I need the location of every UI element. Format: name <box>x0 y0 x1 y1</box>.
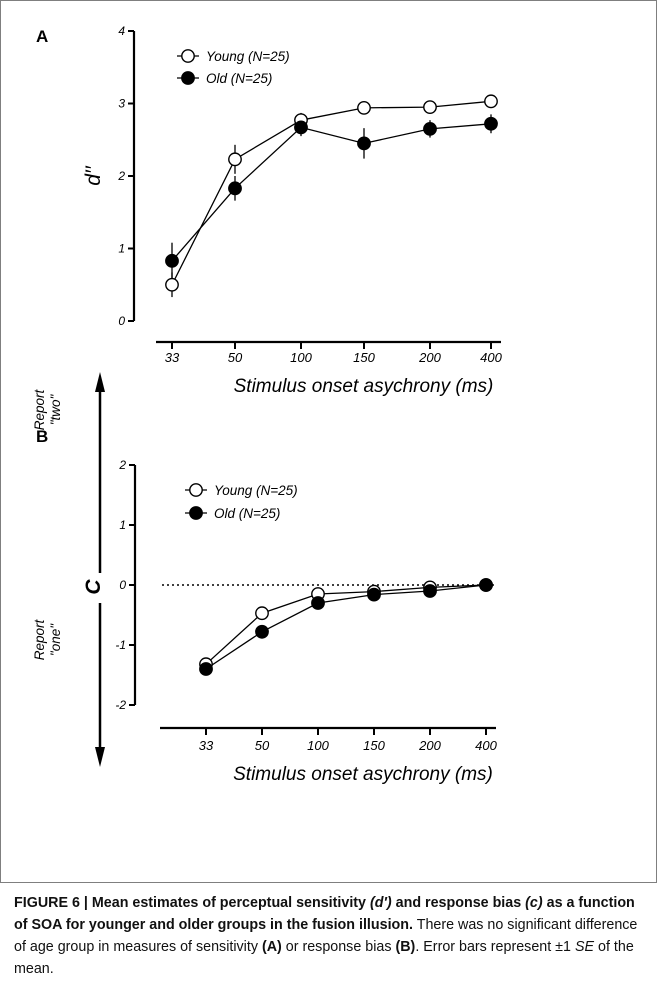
x-tick-label: 33 <box>165 350 180 365</box>
caption-divider <box>0 882 657 883</box>
y-tick-label: 0 <box>119 578 126 592</box>
caption-title-part-3: as a function of SOA for younger and old… <box>14 895 635 933</box>
panel-label: B <box>36 427 48 446</box>
series-line-young <box>205 584 487 665</box>
annotation-up-choice: "two" <box>48 393 63 425</box>
y-tick-label: -2 <box>115 698 126 712</box>
x-tick-label: 400 <box>475 738 497 753</box>
x-tick-label: 150 <box>353 350 375 365</box>
y-axis-label: d′′ <box>82 165 105 186</box>
data-point-old <box>479 578 493 592</box>
annotation-up-report: Report <box>32 388 47 430</box>
caption-title-part-1: FIGURE 6 | Mean estimates of perceptual … <box>14 895 370 911</box>
data-point-old <box>294 120 308 135</box>
data-point-old <box>423 121 437 136</box>
caption-title-c: (c) <box>525 895 543 911</box>
series-line-young <box>171 100 492 286</box>
caption-ref-b: (B) <box>395 939 416 955</box>
legend-label: Young (N=25) <box>206 49 290 64</box>
series-line-old <box>205 584 487 670</box>
x-tick-label: 50 <box>255 738 270 753</box>
caption-title-part-2: and response bias <box>391 895 526 911</box>
x-tick-label: 50 <box>228 350 243 365</box>
data-point-old <box>228 181 242 196</box>
x-tick-label: 100 <box>307 738 329 753</box>
data-point-old <box>311 596 325 610</box>
caption-text-4: of the mean. <box>14 939 634 977</box>
annotation-down-choice: "one" <box>48 623 63 656</box>
legend-label: Old (N=25) <box>214 506 280 521</box>
data-point-young <box>228 152 242 167</box>
data-point-young <box>423 100 437 115</box>
caption-ref-a: (A) <box>261 939 282 955</box>
y-tick-label: 1 <box>118 242 125 256</box>
legend-marker <box>189 483 203 497</box>
caption-title-dprime: (d′) <box>369 895 392 911</box>
figure-caption: FIGURE 6 | Mean estimates of perceptual … <box>14 892 650 980</box>
y-tick-label: 4 <box>118 24 125 38</box>
data-point-old <box>484 116 498 131</box>
annotation-down-report: Report <box>32 618 47 660</box>
data-point-old <box>367 587 381 602</box>
y-tick-label: 3 <box>118 97 125 111</box>
y-tick-label: 1 <box>119 518 126 532</box>
caption-text-3: . Error bars represent ±1 <box>415 939 575 955</box>
y-tick-label: 2 <box>117 169 125 183</box>
data-point-young <box>357 100 371 115</box>
y-tick-label: 2 <box>118 458 126 472</box>
panel-label: A <box>36 27 48 46</box>
y-tick-label: 0 <box>118 314 125 328</box>
data-point-old <box>199 662 213 676</box>
caption-se: SE <box>574 939 595 955</box>
series-line-old <box>171 123 492 262</box>
legend-label: Young (N=25) <box>214 483 298 498</box>
bias-arrow-down-head <box>95 747 105 767</box>
x-tick-label: 200 <box>418 738 441 753</box>
x-tick-label: 100 <box>290 350 312 365</box>
caption-text-2: or response bias <box>281 939 396 955</box>
bias-arrow-up-head <box>95 372 105 392</box>
x-axis-label: Stimulus onset asychrony (ms) <box>234 376 494 397</box>
data-point-young <box>165 277 179 292</box>
caption-text-1: There was no significant difference of a… <box>14 917 638 955</box>
legend-label: Old (N=25) <box>206 71 272 86</box>
data-point-old <box>165 253 179 268</box>
legend-marker <box>181 49 195 63</box>
y-axis-label: C <box>82 579 105 595</box>
data-point-old <box>423 584 437 598</box>
data-point-young <box>255 606 269 621</box>
x-tick-label: 33 <box>199 738 214 753</box>
data-point-young <box>484 94 498 109</box>
data-point-old <box>357 136 371 151</box>
data-point-old <box>255 624 269 639</box>
x-tick-label: 150 <box>363 738 385 753</box>
y-tick-label: -1 <box>115 638 126 652</box>
x-tick-label: 400 <box>480 350 502 365</box>
x-axis-label: Stimulus onset asychrony (ms) <box>233 764 493 785</box>
x-tick-label: 200 <box>418 350 441 365</box>
legend-marker <box>189 506 203 520</box>
legend-marker <box>181 71 195 85</box>
